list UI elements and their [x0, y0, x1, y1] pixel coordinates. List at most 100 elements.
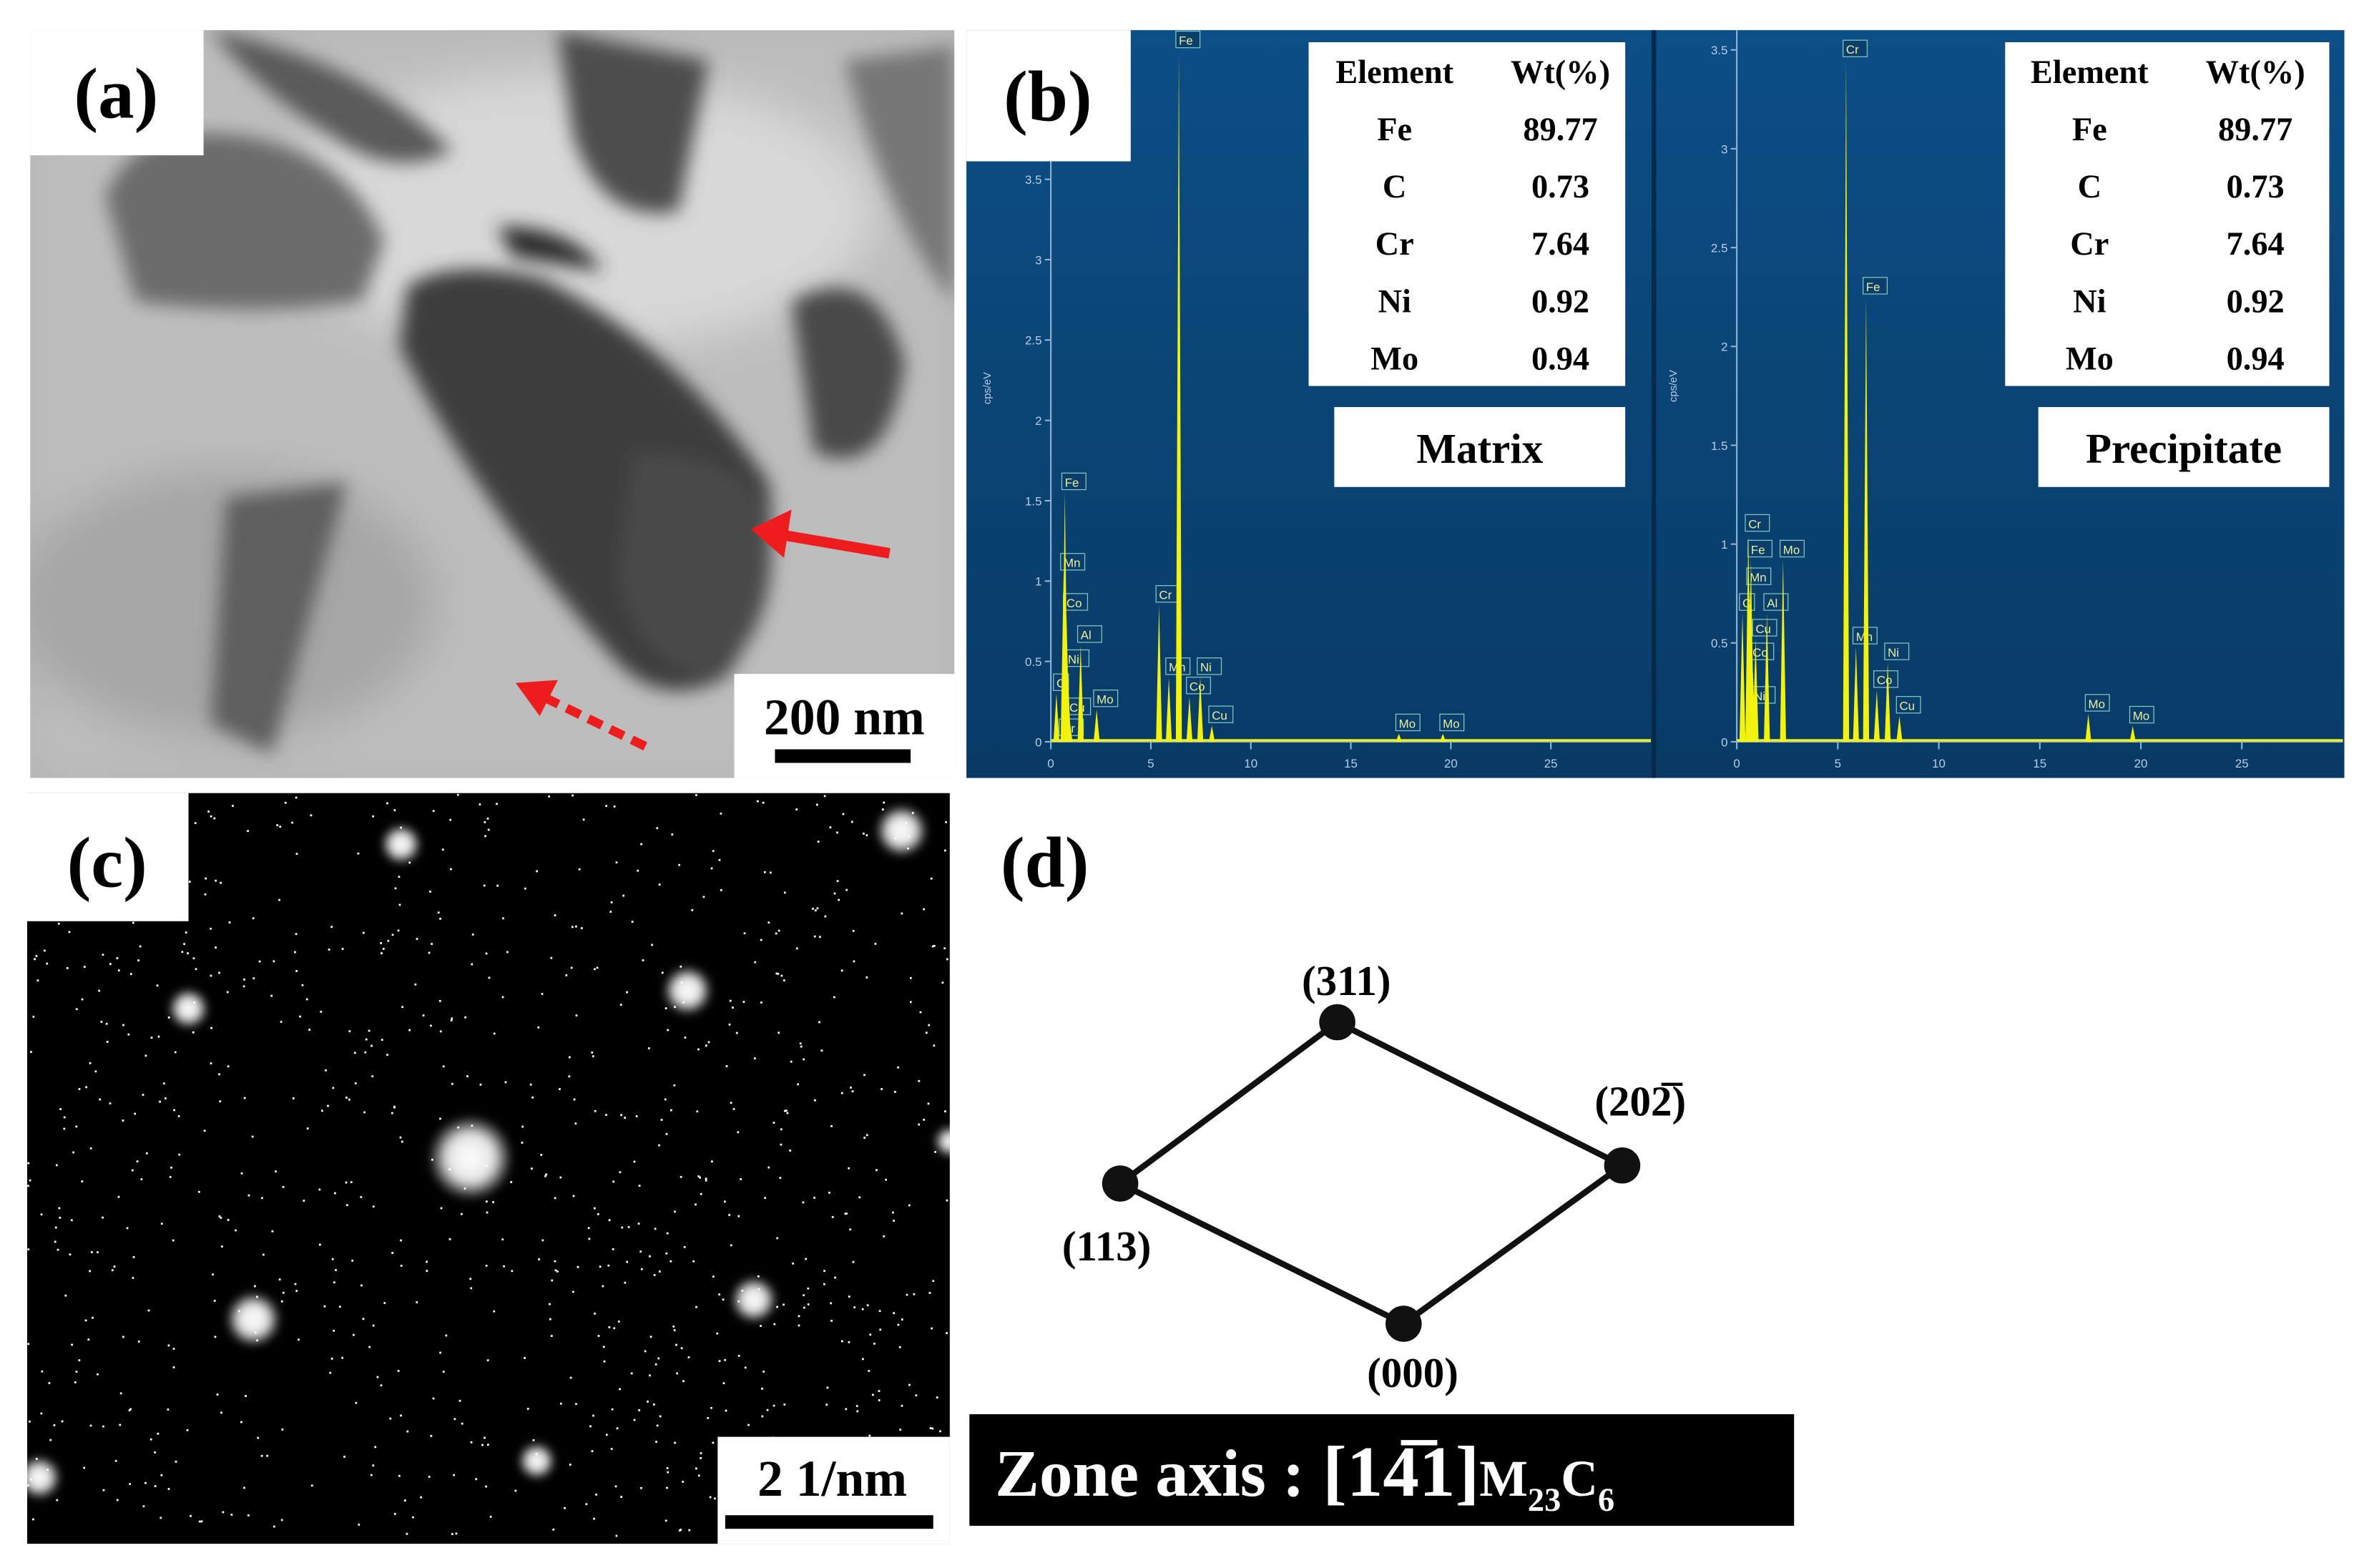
- speckle: [70, 1219, 73, 1222]
- speckle: [167, 1488, 170, 1490]
- speckle: [130, 973, 132, 975]
- speckle: [89, 1062, 92, 1064]
- speckle: [198, 1520, 201, 1523]
- speckle: [247, 1514, 250, 1516]
- speckle: [291, 821, 293, 824]
- speckle: [863, 1137, 866, 1139]
- speckle: [29, 1179, 31, 1182]
- speckle: [393, 1513, 396, 1515]
- speckle: [588, 1238, 591, 1240]
- y-tick-label: 3.5: [1025, 173, 1041, 187]
- speckle: [94, 1070, 97, 1073]
- speckle: [486, 1359, 489, 1361]
- speckle: [341, 1356, 344, 1359]
- speckle: [330, 1358, 333, 1360]
- table-cell: 0.73: [1531, 169, 1589, 205]
- speckle: [630, 1372, 633, 1375]
- speckle: [666, 1486, 668, 1489]
- speckle: [575, 925, 577, 928]
- speckle: [848, 1295, 850, 1298]
- peak-label: Cr: [1159, 589, 1172, 602]
- speckle: [868, 1434, 871, 1437]
- speckle: [524, 887, 526, 890]
- peak-label: Co: [1752, 646, 1768, 660]
- speckle: [270, 994, 273, 997]
- speckle: [836, 880, 839, 883]
- speckle: [538, 1258, 540, 1260]
- speckle: [501, 996, 504, 999]
- speckle: [252, 977, 255, 979]
- speckle: [575, 1014, 578, 1016]
- speckle: [30, 1051, 32, 1053]
- speckle: [389, 1417, 392, 1420]
- speckle: [218, 971, 220, 974]
- y-axis-label: cps/eV: [1668, 370, 1679, 402]
- speckle: [732, 1006, 734, 1009]
- speckle: [74, 1381, 77, 1383]
- speckle: [484, 835, 486, 838]
- speckle: [117, 1195, 120, 1198]
- speckle: [160, 1516, 162, 1519]
- speckle: [655, 1441, 657, 1444]
- speckle: [448, 1238, 451, 1240]
- speckle: [728, 1214, 731, 1216]
- y-tick-label: 2.5: [1025, 334, 1041, 348]
- speckle: [332, 1087, 335, 1089]
- speckle: [624, 1117, 626, 1119]
- peak-label-box: [1863, 277, 1888, 295]
- peak-label-box: [1779, 539, 1805, 558]
- speckle: [712, 850, 715, 853]
- speckle: [53, 1424, 56, 1426]
- speckle: [282, 1186, 285, 1188]
- speckle: [866, 1304, 869, 1307]
- speckle: [381, 952, 383, 954]
- spectrum-name-box: [1334, 407, 1626, 487]
- peak: [1175, 50, 1182, 742]
- speckle: [127, 1033, 130, 1036]
- speckle: [461, 1212, 463, 1215]
- speckle: [113, 1265, 116, 1268]
- speckle: [398, 876, 401, 878]
- speckle: [853, 960, 855, 963]
- speckle: [393, 1106, 396, 1109]
- y-tick-label: 3.5: [1711, 44, 1727, 57]
- speckle: [783, 1403, 786, 1406]
- speckle: [658, 1144, 660, 1147]
- speckle: [511, 1270, 514, 1273]
- speckle: [276, 824, 279, 826]
- speckle: [321, 1109, 323, 1112]
- speckle: [504, 1081, 507, 1084]
- speckle: [81, 1180, 84, 1182]
- speckle: [181, 951, 184, 954]
- speckle: [549, 1303, 551, 1305]
- speckle: [128, 1409, 131, 1411]
- speckle: [84, 1319, 87, 1322]
- speckle: [280, 1300, 283, 1303]
- speckle: [757, 1275, 760, 1278]
- speckle: [61, 1420, 64, 1423]
- speckle: [725, 1409, 727, 1412]
- speckle: [87, 1338, 90, 1341]
- speckle: [638, 1185, 641, 1187]
- speckle: [874, 943, 877, 945]
- speckle: [585, 1503, 588, 1506]
- speckle: [737, 1355, 740, 1357]
- speckle: [901, 912, 903, 915]
- speckle: [605, 805, 607, 808]
- speckle: [456, 793, 459, 796]
- speckle: [680, 1347, 683, 1350]
- speckle: [429, 1024, 432, 1027]
- spectrum: 0 0.5 1 1.5 2 2.5 3 3.5 0 5 10 15 20 25 cps/eV Ni Co Cu C A…: [1668, 30, 2343, 770]
- speckle: [49, 1439, 52, 1441]
- speckle: [633, 1418, 636, 1421]
- speckle: [485, 1265, 488, 1267]
- speckle: [594, 1109, 597, 1112]
- speckle: [370, 1474, 373, 1476]
- speckle: [723, 1200, 726, 1203]
- speckle: [823, 795, 826, 798]
- y-tick-label: 1.5: [1025, 494, 1041, 508]
- speckle: [638, 1409, 641, 1411]
- speckle: [624, 1281, 627, 1284]
- speckle: [830, 1320, 833, 1322]
